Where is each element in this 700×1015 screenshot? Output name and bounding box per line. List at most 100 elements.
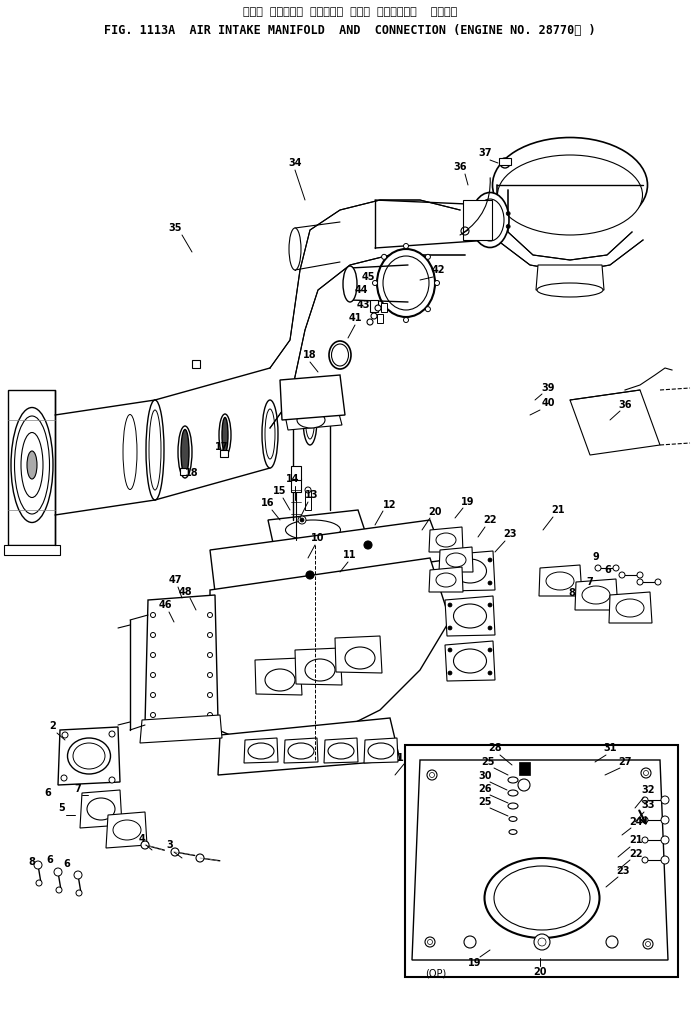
Circle shape xyxy=(150,692,155,697)
Text: 18: 18 xyxy=(303,350,317,360)
Circle shape xyxy=(427,770,437,780)
Polygon shape xyxy=(280,375,345,420)
Circle shape xyxy=(403,244,409,249)
Circle shape xyxy=(637,579,643,585)
Circle shape xyxy=(506,224,510,228)
Circle shape xyxy=(595,565,601,571)
Ellipse shape xyxy=(537,283,603,297)
Circle shape xyxy=(470,211,474,215)
Circle shape xyxy=(382,307,386,312)
Polygon shape xyxy=(291,478,301,492)
Polygon shape xyxy=(429,527,463,552)
Circle shape xyxy=(207,713,213,718)
Text: 25: 25 xyxy=(482,757,495,767)
Polygon shape xyxy=(192,360,200,368)
Ellipse shape xyxy=(454,604,486,628)
Circle shape xyxy=(150,653,155,658)
Circle shape xyxy=(305,487,311,493)
Circle shape xyxy=(306,571,314,579)
Text: 41: 41 xyxy=(349,313,362,323)
Circle shape xyxy=(430,772,435,777)
Polygon shape xyxy=(270,200,465,428)
Text: 42: 42 xyxy=(431,265,444,275)
Circle shape xyxy=(372,280,377,285)
Text: 48: 48 xyxy=(178,587,192,597)
Ellipse shape xyxy=(546,572,574,590)
Ellipse shape xyxy=(471,193,509,248)
Circle shape xyxy=(150,713,155,718)
Text: 20: 20 xyxy=(428,508,442,517)
Text: 36: 36 xyxy=(618,400,631,410)
Circle shape xyxy=(207,673,213,677)
Text: 19: 19 xyxy=(468,958,482,968)
Ellipse shape xyxy=(368,743,394,759)
Ellipse shape xyxy=(509,829,517,834)
Circle shape xyxy=(661,796,669,804)
Ellipse shape xyxy=(123,414,137,489)
Ellipse shape xyxy=(383,256,429,310)
Circle shape xyxy=(470,224,474,228)
Ellipse shape xyxy=(484,858,599,938)
Polygon shape xyxy=(210,520,445,592)
Polygon shape xyxy=(305,490,311,510)
Ellipse shape xyxy=(181,429,189,474)
Ellipse shape xyxy=(27,451,37,479)
Circle shape xyxy=(364,541,372,549)
Polygon shape xyxy=(364,738,398,763)
Circle shape xyxy=(448,648,452,652)
Circle shape xyxy=(642,797,648,803)
Polygon shape xyxy=(244,738,278,763)
Circle shape xyxy=(518,779,530,791)
Circle shape xyxy=(613,565,619,571)
Text: 8: 8 xyxy=(29,857,36,867)
Circle shape xyxy=(300,518,304,522)
Polygon shape xyxy=(445,641,495,681)
Polygon shape xyxy=(609,592,652,623)
Circle shape xyxy=(382,255,386,260)
Ellipse shape xyxy=(305,659,335,681)
Text: 31: 31 xyxy=(603,743,617,753)
Circle shape xyxy=(645,942,650,947)
Ellipse shape xyxy=(289,228,301,270)
Circle shape xyxy=(448,671,452,675)
Text: 32: 32 xyxy=(641,785,654,795)
Text: 21: 21 xyxy=(629,835,643,845)
Circle shape xyxy=(488,558,492,562)
Circle shape xyxy=(448,558,452,562)
Text: 21: 21 xyxy=(552,505,565,515)
Polygon shape xyxy=(291,466,301,480)
Text: (OP): (OP) xyxy=(425,969,447,979)
Polygon shape xyxy=(575,579,618,610)
Text: 2: 2 xyxy=(50,721,57,731)
Text: エアー  インテーク  マニホルド  および  コネクション    適用号機: エアー インテーク マニホルド および コネクション 適用号機 xyxy=(243,7,457,17)
Ellipse shape xyxy=(436,573,456,587)
Ellipse shape xyxy=(265,669,295,691)
Ellipse shape xyxy=(476,199,504,241)
Circle shape xyxy=(488,603,492,607)
Text: 6: 6 xyxy=(605,565,611,576)
Text: 8: 8 xyxy=(568,588,575,598)
Circle shape xyxy=(488,648,492,652)
Circle shape xyxy=(171,848,179,856)
Polygon shape xyxy=(8,390,55,545)
Ellipse shape xyxy=(508,777,518,783)
Text: 10: 10 xyxy=(312,533,325,543)
Circle shape xyxy=(643,939,653,949)
Text: 35: 35 xyxy=(168,223,182,233)
Text: 47: 47 xyxy=(168,576,182,585)
Ellipse shape xyxy=(345,647,375,669)
Circle shape xyxy=(207,653,213,658)
Circle shape xyxy=(642,817,648,823)
Text: 19: 19 xyxy=(461,497,475,508)
Ellipse shape xyxy=(297,412,325,428)
Text: 7: 7 xyxy=(587,577,594,587)
Text: 43: 43 xyxy=(356,300,370,310)
Circle shape xyxy=(448,603,452,607)
Circle shape xyxy=(34,861,42,869)
Ellipse shape xyxy=(332,344,349,366)
Polygon shape xyxy=(190,558,450,740)
Circle shape xyxy=(488,205,492,209)
Polygon shape xyxy=(284,738,318,763)
Circle shape xyxy=(426,255,430,260)
Circle shape xyxy=(196,854,204,862)
